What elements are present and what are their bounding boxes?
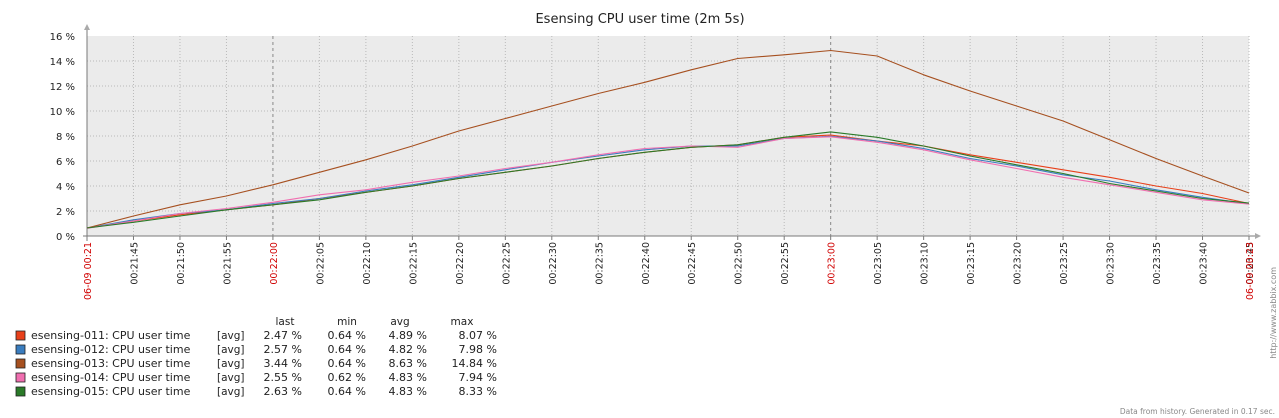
x-axis: 06-09 00:21 00:21:45 00:21:50 00:21:55 00:22… xyxy=(83,233,1261,300)
x-tick-label: 00:22:00 xyxy=(269,242,280,285)
legend-value-min: 0.64 % xyxy=(328,385,366,398)
legend-swatch xyxy=(15,344,26,355)
legend-value-max: 8.33 % xyxy=(459,385,497,398)
legend-header-last: last xyxy=(276,316,295,328)
side-watermark: http://www.zabbix.com xyxy=(1269,267,1278,359)
y-tick-label: 0 % xyxy=(56,232,75,243)
y-axis: 0 % 2 % 4 % 6 % 8 % 10 % 12 % 14 % 16 % xyxy=(50,24,90,243)
x-tick-label: 00:23:15 xyxy=(966,242,977,285)
x-tick-label: 00:23:40 xyxy=(1199,242,1210,285)
legend-value-avg: 4.83 % xyxy=(389,371,427,384)
legend-value-last: 2.57 % xyxy=(264,343,302,356)
y-tick-label: 2 % xyxy=(56,207,75,218)
x-tick-label: 00:23:20 xyxy=(1013,242,1024,285)
y-axis-arrow xyxy=(84,24,90,30)
legend: last min avg max esensing-011: CPU user time… xyxy=(15,316,497,398)
x-tick-label: 00:23:30 xyxy=(1106,242,1117,285)
legend-swatch xyxy=(15,372,26,383)
x-tick-label: 00:23:10 xyxy=(920,242,931,285)
footer-note: Data from history. Generated in 0.17 sec… xyxy=(1120,407,1275,416)
x-tick-label: 00:23:05 xyxy=(873,242,884,285)
legend-func: [avg] xyxy=(217,386,245,398)
legend-swatch xyxy=(15,358,26,369)
x-tick-label: 00:22:25 xyxy=(501,242,512,285)
legend-header-min: min xyxy=(337,316,357,328)
x-tick-label: 00:21:50 xyxy=(176,242,187,285)
y-tick-label: 16 % xyxy=(50,32,75,43)
legend-series-name: esensing-014: CPU user time xyxy=(31,371,191,384)
x-tick-label: 00:21:45 xyxy=(129,242,140,285)
x-tick-label: 00:22:05 xyxy=(315,242,326,285)
x-tick-label: 00:23:00 xyxy=(827,242,838,285)
x-tick-label: 00:22:30 xyxy=(548,242,559,285)
y-tick-label: 8 % xyxy=(56,132,75,143)
legend-value-min: 0.64 % xyxy=(328,343,366,356)
x-tick-label: 00:23:35 xyxy=(1152,242,1163,285)
series-line-4 xyxy=(86,136,1250,229)
legend-func: [avg] xyxy=(217,358,245,370)
legend-value-max: 7.98 % xyxy=(459,343,497,356)
legend-value-min: 0.64 % xyxy=(328,357,366,370)
legend-value-max: 14.84 % xyxy=(452,357,497,370)
legend-swatch xyxy=(15,330,26,341)
legend-value-avg: 4.83 % xyxy=(389,385,427,398)
x-tick-label: 00:23:45 xyxy=(1245,242,1256,285)
x-tick-label: 00:22:10 xyxy=(362,242,373,285)
legend-value-avg: 4.82 % xyxy=(389,343,427,356)
legend-swatch xyxy=(15,386,26,397)
legend-value-last: 2.63 % xyxy=(264,385,302,398)
series-line-5 xyxy=(86,131,1250,229)
legend-value-last: 2.55 % xyxy=(264,371,302,384)
legend-series-name: esensing-015: CPU user time xyxy=(31,385,191,398)
x-tick-label: 00:22:40 xyxy=(641,242,652,285)
legend-value-min: 0.64 % xyxy=(328,329,366,342)
x-tick-label: 00:22:50 xyxy=(734,242,745,285)
legend-value-last: 2.47 % xyxy=(264,329,302,342)
series-line-2 xyxy=(86,135,1250,229)
y-tick-label: 14 % xyxy=(50,57,75,68)
x-tick-label: 00:22:55 xyxy=(780,242,791,285)
legend-func: [avg] xyxy=(217,372,245,384)
y-tick-label: 4 % xyxy=(56,182,75,193)
x-tick-label: 00:22:15 xyxy=(408,242,419,285)
y-tick-label: 6 % xyxy=(56,157,75,168)
y-tick-label: 10 % xyxy=(50,107,75,118)
legend-value-max: 7.94 % xyxy=(459,371,497,384)
chart-title: Esensing CPU user time (2m 5s) xyxy=(535,12,744,27)
legend-series-name: esensing-012: CPU user time xyxy=(31,343,191,356)
legend-value-last: 3.44 % xyxy=(264,357,302,370)
x-tick-label: 06-09 00:21 xyxy=(83,242,94,300)
grid-lines xyxy=(87,36,1250,236)
legend-value-avg: 4.89 % xyxy=(389,329,427,342)
legend-series-name: esensing-013: CPU user time xyxy=(31,357,191,370)
x-tick-label: 00:22:45 xyxy=(687,242,698,285)
series-lines xyxy=(86,49,1250,229)
x-tick-label: 06-09 00:23 xyxy=(1245,242,1256,300)
x-axis-arrow xyxy=(1255,233,1261,239)
x-tick-label: 00:23:25 xyxy=(1059,242,1070,285)
legend-value-min: 0.62 % xyxy=(328,371,366,384)
x-tick-label: 00:21:55 xyxy=(222,242,233,285)
x-tick-label: 00:22:20 xyxy=(455,242,466,285)
legend-value-avg: 8.63 % xyxy=(389,357,427,370)
legend-series-name: esensing-011: CPU user time xyxy=(31,329,191,342)
legend-header-max: max xyxy=(451,316,474,328)
legend-func: [avg] xyxy=(217,344,245,356)
y-tick-label: 12 % xyxy=(50,82,75,93)
legend-func: [avg] xyxy=(217,330,245,342)
x-tick-label: 00:22:35 xyxy=(594,242,605,285)
legend-header-avg: avg xyxy=(390,316,409,328)
legend-value-max: 8.07 % xyxy=(459,329,497,342)
series-line-3 xyxy=(86,49,1250,229)
